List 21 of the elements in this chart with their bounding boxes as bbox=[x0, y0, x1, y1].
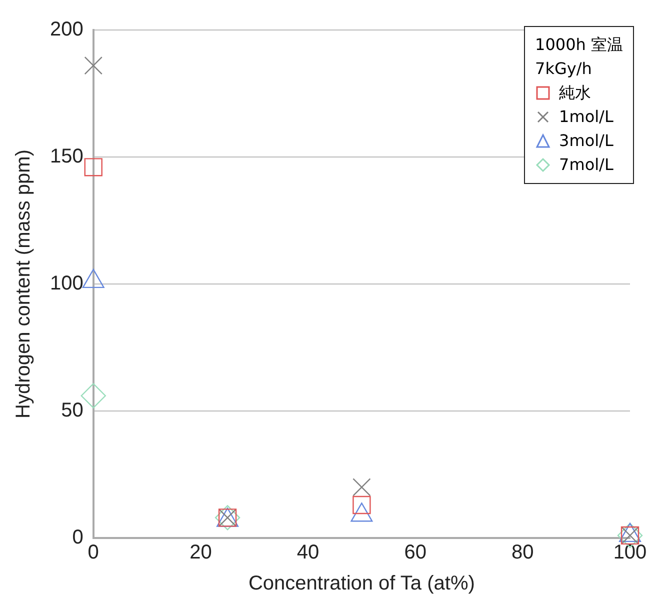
x-tick-label: 0 bbox=[88, 542, 99, 564]
legend-label: 1mol/L bbox=[559, 106, 614, 128]
y-tick-label: 100 bbox=[50, 272, 84, 295]
x-tick-label: 60 bbox=[404, 542, 426, 564]
y-tick-label: 0 bbox=[72, 526, 84, 549]
legend-label: 3mol/L bbox=[559, 130, 614, 152]
point bbox=[352, 478, 371, 496]
point bbox=[84, 158, 102, 176]
legend-label: 7mol/L bbox=[559, 154, 614, 176]
y-tick-label: 200 bbox=[50, 18, 84, 41]
y-tick-label: 50 bbox=[61, 400, 84, 422]
point bbox=[84, 56, 102, 75]
x-axis-title: Concentration of Ta (at%) bbox=[248, 572, 475, 595]
legend-title: 1000h 室温 7kGy/h bbox=[535, 34, 623, 80]
x-tick-label: 80 bbox=[512, 542, 534, 564]
y-axis-title: Hydrogen content (mass ppm) bbox=[12, 149, 35, 419]
legend-label: 純水 bbox=[559, 82, 592, 104]
x-tick-label: 100 bbox=[613, 542, 647, 564]
x-tick-label: 40 bbox=[296, 542, 320, 564]
x-tick-label: 20 bbox=[190, 542, 212, 564]
y-tick-label: 150 bbox=[50, 146, 84, 168]
